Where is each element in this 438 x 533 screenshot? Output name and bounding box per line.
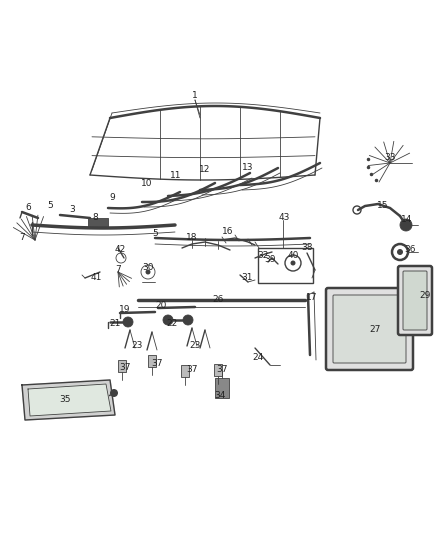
Text: 26: 26 (212, 295, 224, 304)
Text: 11: 11 (170, 171, 182, 180)
Text: 14: 14 (401, 215, 413, 224)
Text: 7: 7 (115, 265, 121, 274)
Text: 20: 20 (155, 301, 167, 310)
Bar (258, 248, 313, 283)
FancyBboxPatch shape (403, 271, 427, 330)
Text: 6: 6 (25, 204, 31, 213)
Bar (214, 364, 222, 376)
Text: 39: 39 (264, 255, 276, 264)
Circle shape (183, 315, 193, 325)
Text: 31: 31 (241, 272, 253, 281)
Text: 43: 43 (278, 214, 290, 222)
Text: 30: 30 (142, 263, 154, 272)
Text: 21: 21 (110, 319, 121, 327)
Bar (181, 365, 189, 377)
Polygon shape (28, 384, 111, 416)
Text: 37: 37 (216, 366, 228, 375)
Text: 33: 33 (384, 154, 396, 163)
Circle shape (145, 270, 151, 274)
Text: 9: 9 (109, 192, 115, 201)
Circle shape (110, 389, 118, 397)
Text: 10: 10 (141, 180, 153, 189)
Circle shape (290, 261, 296, 265)
Bar (88, 218, 108, 227)
Text: 40: 40 (287, 251, 299, 260)
Text: 17: 17 (306, 294, 318, 303)
Text: 5: 5 (152, 229, 158, 238)
Text: 36: 36 (404, 246, 416, 254)
Text: 37: 37 (119, 364, 131, 373)
Text: 42: 42 (114, 246, 126, 254)
Text: 19: 19 (119, 305, 131, 314)
Text: 5: 5 (47, 200, 53, 209)
Text: 29: 29 (419, 290, 431, 300)
FancyBboxPatch shape (333, 295, 406, 363)
Text: 13: 13 (242, 164, 254, 173)
Circle shape (123, 317, 133, 327)
Text: 35: 35 (59, 395, 71, 405)
Text: 7: 7 (19, 232, 25, 241)
FancyBboxPatch shape (326, 288, 413, 370)
Circle shape (163, 315, 173, 325)
Text: 1: 1 (192, 91, 198, 100)
Text: 23: 23 (131, 341, 143, 350)
Text: 24: 24 (252, 353, 264, 362)
Text: 37: 37 (186, 366, 198, 375)
Text: 34: 34 (214, 391, 226, 400)
Text: 23: 23 (189, 341, 201, 350)
Polygon shape (22, 380, 115, 420)
Text: 12: 12 (199, 166, 211, 174)
Text: 3: 3 (69, 206, 75, 214)
Text: 27: 27 (369, 326, 381, 335)
Bar (215, 378, 229, 398)
Circle shape (400, 219, 412, 231)
Text: 38: 38 (301, 244, 313, 253)
Circle shape (397, 249, 403, 255)
Text: 22: 22 (166, 319, 178, 327)
Text: 41: 41 (90, 273, 102, 282)
Text: 32: 32 (257, 251, 268, 260)
Text: 16: 16 (222, 228, 234, 237)
FancyBboxPatch shape (398, 266, 432, 335)
Bar (148, 355, 156, 367)
Text: 18: 18 (186, 233, 198, 243)
Text: 15: 15 (377, 200, 389, 209)
Bar (118, 360, 126, 372)
Text: 8: 8 (92, 214, 98, 222)
Text: 37: 37 (151, 359, 163, 367)
